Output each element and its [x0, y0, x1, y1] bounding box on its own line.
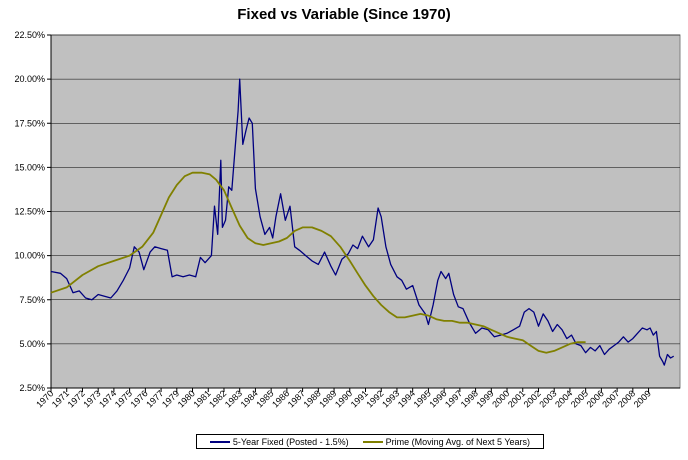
y-tick-label: 22.50%	[14, 30, 45, 40]
series-line-prime	[50, 171, 586, 354]
legend-label-prime: Prime (Moving Avg. of Next 5 Years)	[385, 436, 531, 447]
x-tick-labels: 1970197119721973197419751976197719791980…	[34, 388, 653, 409]
y-tick-label: 10.00%	[14, 251, 45, 261]
gridlines	[51, 34, 680, 389]
y-tick-label: 15.00%	[14, 162, 45, 172]
legend: 5-Year Fixed (Posted - 1.5%) Prime (Movi…	[196, 434, 544, 449]
y-tick-label: 17.50%	[14, 118, 45, 128]
legend-swatch-fixed	[209, 440, 230, 443]
legend-entry-fixed: 5-Year Fixed (Posted - 1.5%)	[209, 436, 349, 447]
y-tick-label: 7.50%	[19, 295, 45, 305]
legend-label-fixed: 5-Year Fixed (Posted - 1.5%)	[232, 436, 349, 447]
y-tick-label: 20.00%	[14, 74, 45, 84]
y-tick-label: 2.50%	[19, 383, 45, 393]
chart-title: Fixed vs Variable (Since 1970)	[237, 6, 451, 23]
legend-swatch-prime	[362, 440, 383, 443]
y-tick-label: 12.50%	[14, 207, 45, 217]
x-tick-label: 2009	[632, 388, 653, 409]
y-tick-label: 5.00%	[19, 339, 45, 349]
series-line-fixed	[50, 78, 675, 366]
legend-entry-prime: Prime (Moving Avg. of Next 5 Years)	[362, 436, 531, 447]
y-tick-labels: 2.50% 5.00% 7.50% 10.00% 12.50% 15.00% 17.50% 2…	[14, 30, 45, 393]
series-lines	[50, 78, 675, 366]
axes	[47, 34, 680, 392]
